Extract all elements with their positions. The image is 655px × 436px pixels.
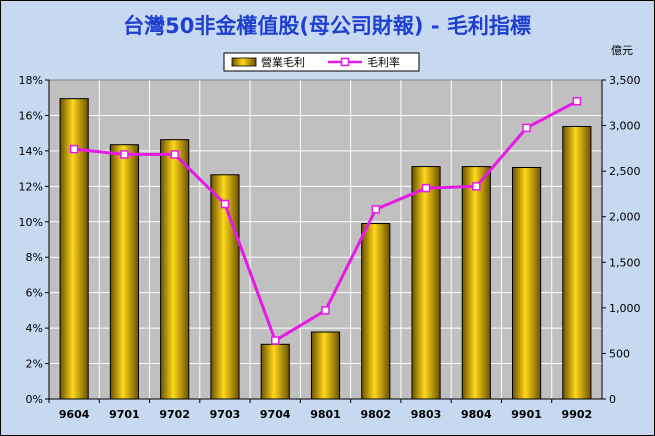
bar-gross-profit: [310, 331, 341, 400]
right-tick-label: 0: [609, 393, 616, 406]
left-tick-label: 18%: [19, 74, 43, 87]
x-tick-label: 9801: [310, 408, 341, 421]
point-gross-margin: [371, 205, 381, 214]
bar-gross-profit: [562, 125, 592, 400]
legend-bar-swatch: [231, 57, 257, 67]
left-tick-label: 16%: [19, 109, 43, 122]
right-tick-label: 3,000: [609, 120, 641, 133]
legend: 營業毛利 毛利率: [223, 52, 420, 72]
right-tick-label: 2,000: [609, 211, 641, 224]
x-tick-label: 9902: [562, 408, 593, 421]
left-tick-label: 10%: [19, 216, 43, 229]
x-tick-label: 9702: [159, 408, 190, 421]
x-tick-label: 9704: [260, 408, 291, 421]
left-tick-label: 6%: [26, 287, 43, 300]
right-axis-unit-label: 億元: [611, 44, 633, 57]
x-tick-label: 9802: [360, 408, 391, 421]
left-tick-label: 12%: [19, 180, 43, 193]
left-tick-label: 2%: [26, 358, 43, 371]
left-tick-label: 0%: [26, 393, 43, 406]
point-gross-margin: [321, 306, 330, 315]
plot-area: 0% 2% 4% 6% 8% 10% 12% 14% 16% 18% 0 500 1,000 1,500 2…: [19, 74, 641, 421]
x-tick-label: 9803: [411, 408, 442, 421]
point-gross-margin: [472, 182, 481, 191]
point-gross-margin: [270, 336, 280, 345]
right-tick-label: 2,500: [609, 165, 641, 178]
right-tick-label: 1,000: [609, 302, 641, 315]
point-gross-margin: [120, 150, 129, 159]
bar-gross-profit: [109, 144, 139, 400]
right-tick-label: 500: [609, 347, 630, 360]
bar-gross-profit: [160, 139, 190, 400]
point-gross-margin: [69, 144, 79, 154]
bar-gross-profit: [59, 98, 89, 400]
legend-line-label: 毛利率: [367, 55, 400, 69]
bar-gross-profit: [461, 166, 491, 400]
legend-bar-label: 營業毛利: [261, 56, 305, 69]
chart-title: 台灣50非金權值股(母公司財報) - 毛利指標: [123, 14, 531, 38]
x-tick-label: 9901: [511, 408, 542, 421]
legend-line-marker: [340, 57, 350, 67]
bar-gross-profit: [210, 174, 240, 400]
x-tick-label: 9703: [210, 408, 241, 421]
bar-gross-profit: [260, 343, 290, 400]
x-tick-label: 9604: [59, 408, 90, 421]
left-tick-label: 14%: [19, 145, 43, 158]
point-gross-margin: [572, 97, 582, 106]
left-tick-label: 4%: [26, 322, 43, 335]
left-tick-label: 8%: [26, 251, 43, 264]
bar-gross-profit: [512, 166, 542, 400]
x-tick-label: 9701: [109, 408, 140, 421]
bar-gross-profit: [411, 166, 441, 400]
point-gross-margin: [522, 123, 531, 133]
right-tick-label: 1,500: [609, 256, 641, 269]
right-tick-label: 3,500: [609, 74, 641, 87]
legend-box: [223, 52, 420, 72]
point-gross-margin: [220, 199, 230, 209]
point-gross-margin: [421, 183, 431, 193]
bar-gross-profit: [361, 223, 391, 400]
point-gross-margin: [170, 150, 179, 159]
x-tick-label: 9804: [461, 408, 492, 421]
